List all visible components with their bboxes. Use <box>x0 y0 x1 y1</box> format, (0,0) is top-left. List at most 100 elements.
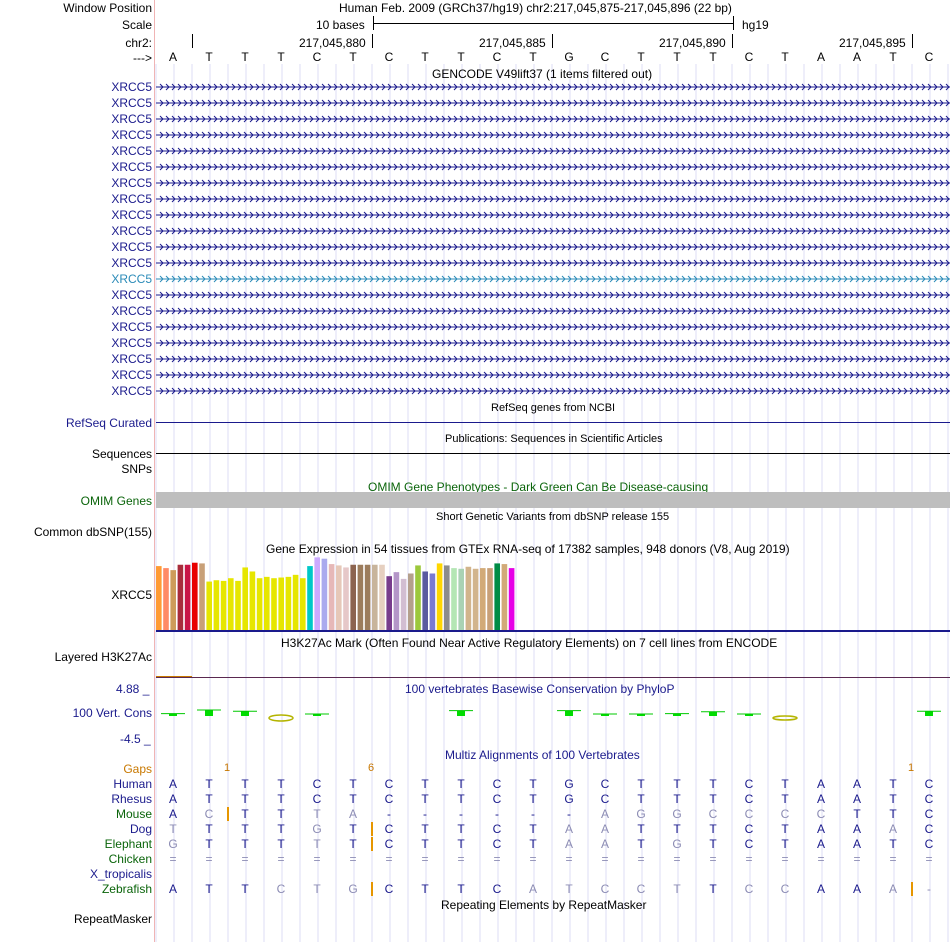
omim-label[interactable]: OMIM Genes <box>80 494 152 508</box>
gencode-gene-label[interactable]: XRCC5 <box>111 256 152 270</box>
gencode-feature-line[interactable] <box>156 178 950 188</box>
omim-feature-bar[interactable] <box>156 492 950 508</box>
gencode-gene-label[interactable]: XRCC5 <box>111 128 152 142</box>
left-panel-divider <box>154 0 155 942</box>
strand-arrow-icon <box>489 179 494 187</box>
species-label[interactable]: Zebrafish <box>101 882 152 896</box>
strand-arrow-icon <box>615 179 620 187</box>
gtex-label[interactable]: XRCC5 <box>111 588 152 602</box>
gencode-feature-line[interactable] <box>156 130 950 140</box>
strand-arrow-icon <box>549 243 554 251</box>
strand-arrow-icon <box>687 275 692 283</box>
strand-arrow-icon <box>747 195 752 203</box>
aligned-base: C <box>492 792 502 806</box>
gencode-feature-line[interactable] <box>156 370 950 380</box>
gtex-bar-chart[interactable] <box>156 556 556 632</box>
strand-arrow-icon <box>867 179 872 187</box>
species-label[interactable]: X_tropicalis <box>89 867 152 881</box>
refseq-label[interactable]: RefSeq Curated <box>65 416 152 430</box>
gtex-tissue-bar <box>292 574 299 630</box>
strand-arrow-icon <box>861 323 866 331</box>
strand-arrow-icon <box>219 339 224 347</box>
h3k27ac-label[interactable]: Layered H3K27Ac <box>54 650 152 664</box>
strand-arrow-icon <box>441 227 446 235</box>
gencode-feature-line[interactable] <box>156 306 950 316</box>
repeatmasker-label[interactable]: RepeatMasker <box>73 912 152 926</box>
species-label[interactable]: Elephant <box>104 837 152 851</box>
h3k27ac-signal[interactable] <box>156 676 192 677</box>
gencode-gene-label[interactable]: XRCC5 <box>111 112 152 126</box>
strand-arrow-icon <box>591 179 596 187</box>
strand-arrow-icon <box>813 291 818 299</box>
gencode-feature-line[interactable] <box>156 98 950 108</box>
strand-arrow-icon <box>585 195 590 203</box>
gencode-feature-line[interactable] <box>156 194 950 204</box>
gencode-gene-label[interactable]: XRCC5 <box>111 192 152 206</box>
gencode-feature-line[interactable] <box>156 226 950 236</box>
strand-arrow-icon <box>207 275 212 283</box>
strand-arrow-icon <box>735 211 740 219</box>
publications-feature-line[interactable] <box>156 453 950 454</box>
species-label[interactable]: Dog <box>129 822 152 836</box>
strand-arrow-icon <box>939 243 944 251</box>
aligned-base: C <box>636 882 646 896</box>
phylop-label[interactable]: 100 Vert. Cons <box>72 706 152 720</box>
gencode-gene-label[interactable]: XRCC5 <box>111 240 152 254</box>
strand-arrow-icon <box>231 371 236 379</box>
gencode-gene-label[interactable]: XRCC5 <box>111 352 152 366</box>
strand-arrow-icon <box>879 195 884 203</box>
species-label[interactable]: Rhesus <box>111 792 152 806</box>
gencode-gene-label[interactable]: XRCC5 <box>111 384 152 398</box>
gencode-feature-line[interactable] <box>156 114 950 124</box>
species-label[interactable]: Human <box>113 777 152 791</box>
refseq-feature-line[interactable] <box>156 422 950 423</box>
gencode-gene-label[interactable]: XRCC5 <box>111 80 152 94</box>
phylop-conservation-chart[interactable] <box>156 696 950 736</box>
gencode-feature-line[interactable] <box>156 338 950 348</box>
gencode-feature-line[interactable] <box>156 146 950 156</box>
gencode-feature-line[interactable] <box>156 386 950 396</box>
gencode-gene-label[interactable]: XRCC5 <box>111 208 152 222</box>
gencode-feature-line[interactable] <box>156 82 950 92</box>
strand-arrow-icon <box>705 115 710 123</box>
strand-arrow-icon <box>159 147 164 155</box>
strand-arrow-icon <box>591 163 596 171</box>
publications-label-sequences[interactable]: Sequences <box>91 447 152 461</box>
gencode-gene-label[interactable]: XRCC5 <box>111 320 152 334</box>
gencode-gene-label[interactable]: XRCC5 <box>111 336 152 350</box>
species-label[interactable]: Chicken <box>108 852 152 866</box>
gencode-gene-label[interactable]: XRCC5 <box>111 176 152 190</box>
strand-arrow-icon <box>405 323 410 331</box>
gencode-feature-line[interactable] <box>156 242 950 252</box>
gencode-feature-line[interactable] <box>156 210 950 220</box>
gencode-feature-line[interactable] <box>156 274 950 284</box>
strand-arrow-icon <box>435 147 440 155</box>
strand-arrow-icon <box>735 163 740 171</box>
publications-label-snps[interactable]: SNPs <box>121 462 152 476</box>
strand-arrow-icon <box>711 163 716 171</box>
gencode-feature-line[interactable] <box>156 162 950 172</box>
strand-arrow-icon <box>297 179 302 187</box>
strand-arrow-icon <box>345 243 350 251</box>
gencode-gene-label[interactable]: XRCC5 <box>111 368 152 382</box>
gencode-feature-line[interactable] <box>156 290 950 300</box>
gencode-feature-line[interactable] <box>156 258 950 268</box>
dbsnp-label[interactable]: Common dbSNP(155) <box>33 525 152 539</box>
gencode-gene-label[interactable]: XRCC5 <box>111 272 152 286</box>
species-label[interactable]: Mouse <box>115 807 152 821</box>
strand-arrow-icon <box>213 275 218 283</box>
gencode-gene-label[interactable]: XRCC5 <box>111 304 152 318</box>
strand-arrow-icon <box>441 339 446 347</box>
strand-arrow-icon <box>441 115 446 123</box>
gencode-feature-line[interactable] <box>156 354 950 364</box>
gencode-gene-label[interactable]: XRCC5 <box>111 288 152 302</box>
gencode-gene-label[interactable]: XRCC5 <box>111 224 152 238</box>
gencode-gene-label[interactable]: XRCC5 <box>111 96 152 110</box>
strand-arrow-icon <box>759 339 764 347</box>
gencode-gene-label[interactable]: XRCC5 <box>111 160 152 174</box>
gencode-gene-label[interactable]: XRCC5 <box>111 144 152 158</box>
strand-arrow-icon <box>225 339 230 347</box>
strand-arrow-icon <box>549 115 554 123</box>
gencode-feature-line[interactable] <box>156 322 950 332</box>
strand-arrow-icon <box>933 131 938 139</box>
